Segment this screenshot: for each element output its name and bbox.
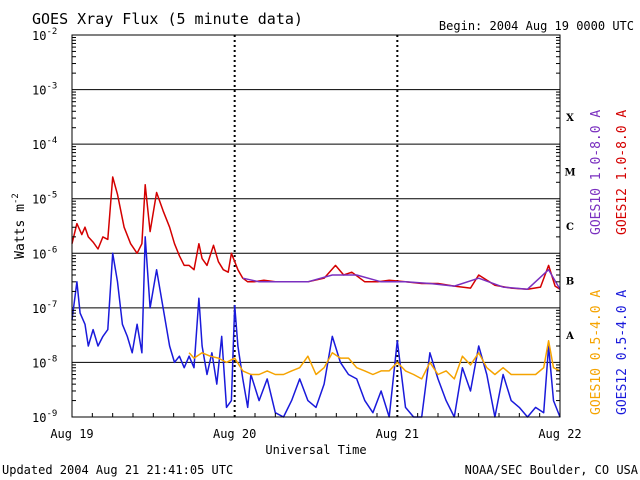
- y-tick-label: 10-3: [32, 82, 57, 98]
- flare-class-label: C: [566, 222, 574, 233]
- series-line: [242, 268, 561, 290]
- flare-class-labels: X M C B A: [564, 113, 575, 342]
- updated-timestamp: Updated 2004 Aug 21 21:41:05 UTC: [2, 463, 233, 477]
- x-tick-labels: Aug 19 Aug 20 Aug 21 Aug 22: [50, 413, 582, 441]
- y-tick-labels: 10-2 10-3 10-4 10-5 10-6 10-7 10-8 10-9: [32, 27, 560, 425]
- begin-label: Begin: 2004 Aug 19 0000 UTC: [439, 19, 634, 33]
- y-tick-label: 10-2: [32, 27, 57, 43]
- legend-entry: GOES12 1.0-8.0 A: [615, 110, 630, 235]
- y-tick-label: 10-7: [32, 300, 57, 316]
- legend-entry: GOES12 0.5-4.0 A: [615, 290, 630, 415]
- data-series: [71, 176, 561, 418]
- series-line: [71, 236, 561, 418]
- plot-frame: [71, 34, 561, 418]
- x-axis-label: Universal Time: [265, 443, 366, 457]
- x-tick-label: Aug 21: [376, 427, 419, 441]
- y-tick-label: 10-9: [32, 409, 57, 425]
- flare-class-label: A: [565, 331, 574, 342]
- chart-title: GOES Xray Flux (5 minute data): [32, 10, 303, 28]
- x-tick-label: Aug 20: [213, 427, 256, 441]
- flare-class-label: M: [564, 167, 575, 178]
- legend: GOES10 1.0-8.0 A GOES10 0.5-4.0 A GOES12 1…: [589, 110, 630, 415]
- flare-class-label: B: [566, 277, 574, 288]
- y-tick-label: 10-6: [32, 245, 57, 261]
- flare-class-label: X: [566, 113, 574, 124]
- y-tick-label: 10-5: [32, 191, 57, 207]
- legend-entry: GOES10 0.5-4.0 A: [589, 290, 604, 415]
- y-tick-label: 10-8: [32, 354, 57, 370]
- legend-entry: GOES10 1.0-8.0 A: [589, 110, 604, 235]
- y-axis-label-main: Watts m: [13, 204, 28, 259]
- y-tick-label: 10-4: [32, 136, 57, 152]
- y-axis-label-sup: -2: [11, 193, 21, 204]
- y-axis-label: Watts m-2: [11, 193, 28, 259]
- series-line: [71, 176, 561, 290]
- x-tick-label: Aug 22: [538, 427, 581, 441]
- series-line: [188, 339, 561, 380]
- grid-lines: [72, 89, 560, 363]
- source-credit: NOAA/SEC Boulder, CO USA: [465, 463, 639, 477]
- day-dividers: [233, 35, 399, 417]
- x-tick-label: Aug 19: [50, 427, 93, 441]
